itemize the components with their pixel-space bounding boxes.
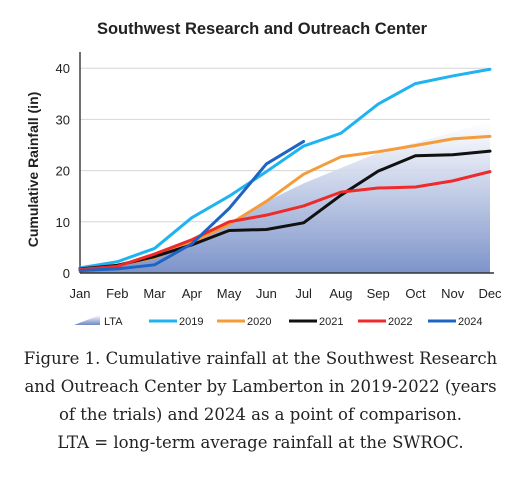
caption-line-1: Figure 1. Cumulative rainfall at the Sou… bbox=[23, 349, 498, 368]
figure-caption: Figure 1. Cumulative rainfall at the Sou… bbox=[0, 345, 521, 457]
rainfall-chart: Southwest Research and Outreach Center C… bbox=[25, 20, 503, 328]
axes bbox=[79, 52, 494, 274]
y-axis-label: Cumulative Rainfall (in) bbox=[25, 92, 41, 248]
series-line-2024 bbox=[78, 139, 306, 272]
legend-label-lta: LTA bbox=[104, 316, 123, 328]
lta-area-layer bbox=[80, 121, 490, 273]
y-tick-label-20: 20 bbox=[56, 164, 70, 179]
caption-line-2: and Outreach Center by Lamberton in 2019… bbox=[24, 377, 497, 396]
x-tick-label-jun: Jun bbox=[256, 286, 277, 301]
legend-item-2020: 2020 bbox=[217, 316, 271, 328]
x-tick-label-mar: Mar bbox=[143, 286, 166, 301]
x-tick-label-jul: Jul bbox=[295, 286, 312, 301]
y-tick-label-0: 0 bbox=[63, 266, 70, 281]
x-tick-label-jan: Jan bbox=[70, 286, 91, 301]
legend-label-2021: 2021 bbox=[319, 316, 343, 328]
legend-item-2024: 2024 bbox=[428, 316, 482, 328]
x-tick-label-dec: Dec bbox=[478, 286, 502, 301]
caption-line-3: of the trials) and 2024 as a point of co… bbox=[59, 405, 462, 424]
y-tick-label-40: 40 bbox=[56, 61, 70, 76]
caption-line-4: LTA = long-term average rainfall at the … bbox=[57, 433, 464, 452]
series-line-2021 bbox=[78, 149, 492, 271]
x-tick-label-aug: Aug bbox=[329, 286, 352, 301]
legend-item-2019: 2019 bbox=[149, 316, 203, 328]
series-line-2022 bbox=[78, 170, 492, 271]
x-tick-label-apr: Apr bbox=[182, 286, 203, 301]
legend-item-2021: 2021 bbox=[289, 316, 343, 328]
legend-label-2020: 2020 bbox=[247, 316, 271, 328]
legend-item-2022: 2022 bbox=[358, 316, 412, 328]
legend-label-2024: 2024 bbox=[458, 316, 482, 328]
chart-svg: Southwest Research and Outreach Center C… bbox=[25, 20, 503, 328]
x-tick-label-oct: Oct bbox=[405, 286, 426, 301]
y-tick-label-30: 30 bbox=[56, 112, 70, 127]
legend-item-lta: LTA bbox=[74, 315, 123, 328]
x-tick-label-may: May bbox=[217, 286, 242, 301]
legend-label-2022: 2022 bbox=[388, 316, 412, 328]
series-line-2019 bbox=[78, 67, 492, 270]
x-tick-label-nov: Nov bbox=[441, 286, 465, 301]
x-tick-label-feb: Feb bbox=[106, 286, 128, 301]
legend: LTA 2019 2020 2021 2022 2024 bbox=[74, 315, 482, 328]
tick-labels: 0 10 20 30 40 Jan Feb Mar Apr May Jun Jul Aug Sep Oct N… bbox=[56, 61, 503, 301]
series-lines bbox=[78, 67, 492, 272]
legend-label-2019: 2019 bbox=[179, 316, 203, 328]
lta-area bbox=[80, 121, 490, 273]
y-tick-label-10: 10 bbox=[56, 215, 70, 230]
x-tick-label-sep: Sep bbox=[367, 286, 390, 301]
legend-swatch-lta bbox=[74, 315, 100, 325]
chart-title: Southwest Research and Outreach Center bbox=[97, 20, 428, 38]
